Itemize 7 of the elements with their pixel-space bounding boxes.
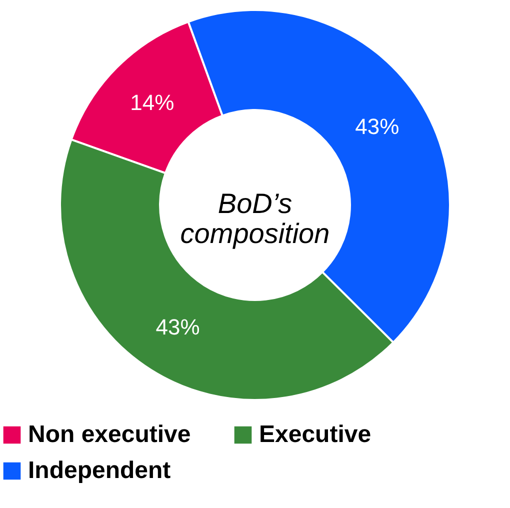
text: BoD’s composition <box>180 188 330 249</box>
data-label: 14% <box>130 90 174 115</box>
data-label: 43% <box>355 114 400 139</box>
legend-label: Non executive <box>28 421 191 448</box>
legend-label: Executive <box>259 421 372 448</box>
legend-label: Independent <box>28 457 171 484</box>
data-label: 43% <box>156 314 200 340</box>
